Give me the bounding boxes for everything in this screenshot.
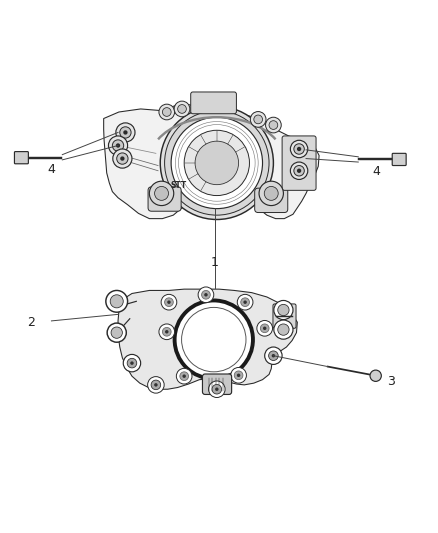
FancyBboxPatch shape	[148, 187, 181, 211]
Text: 4: 4	[373, 165, 381, 178]
FancyBboxPatch shape	[191, 92, 237, 114]
Circle shape	[274, 301, 293, 320]
Circle shape	[154, 383, 158, 386]
Circle shape	[268, 351, 278, 360]
Circle shape	[182, 308, 246, 372]
Circle shape	[148, 377, 164, 393]
FancyBboxPatch shape	[273, 304, 296, 328]
Polygon shape	[104, 104, 319, 219]
Circle shape	[204, 293, 208, 296]
Circle shape	[123, 130, 127, 135]
Circle shape	[174, 101, 190, 117]
Circle shape	[184, 130, 250, 196]
Circle shape	[251, 111, 266, 127]
FancyBboxPatch shape	[202, 374, 232, 394]
Circle shape	[117, 153, 128, 164]
Circle shape	[294, 144, 304, 154]
Circle shape	[162, 327, 171, 336]
Circle shape	[110, 295, 123, 308]
Circle shape	[127, 358, 137, 368]
Circle shape	[290, 140, 308, 158]
Circle shape	[265, 347, 282, 365]
Circle shape	[198, 287, 214, 303]
Circle shape	[290, 162, 308, 180]
Circle shape	[297, 168, 301, 173]
Circle shape	[178, 104, 186, 114]
Circle shape	[113, 140, 124, 151]
Circle shape	[160, 107, 273, 220]
Text: 4: 4	[47, 163, 55, 176]
Circle shape	[265, 117, 281, 133]
Circle shape	[212, 384, 222, 394]
Circle shape	[237, 374, 240, 377]
Circle shape	[259, 181, 283, 206]
Text: 3: 3	[387, 375, 395, 388]
Circle shape	[269, 120, 278, 130]
Circle shape	[106, 290, 127, 312]
Circle shape	[155, 187, 169, 200]
Circle shape	[162, 108, 171, 116]
Circle shape	[159, 324, 175, 340]
Circle shape	[244, 301, 247, 304]
Circle shape	[120, 127, 131, 138]
Circle shape	[201, 290, 210, 299]
Circle shape	[175, 301, 253, 379]
FancyBboxPatch shape	[282, 136, 316, 190]
Circle shape	[272, 354, 275, 358]
Circle shape	[165, 330, 169, 334]
Circle shape	[254, 115, 262, 124]
Circle shape	[113, 149, 132, 168]
Text: STT: STT	[171, 181, 187, 190]
Circle shape	[263, 327, 266, 330]
Circle shape	[264, 187, 278, 200]
Circle shape	[183, 375, 186, 378]
Circle shape	[120, 156, 124, 161]
Circle shape	[274, 320, 293, 339]
Circle shape	[165, 298, 173, 306]
Circle shape	[297, 147, 301, 151]
Circle shape	[370, 370, 381, 382]
Circle shape	[161, 294, 177, 310]
Circle shape	[171, 117, 262, 208]
Circle shape	[151, 380, 161, 390]
Circle shape	[215, 387, 219, 391]
Text: 1: 1	[211, 256, 219, 269]
Circle shape	[116, 123, 135, 142]
Circle shape	[123, 354, 141, 372]
FancyBboxPatch shape	[392, 154, 406, 166]
Circle shape	[231, 367, 247, 383]
Circle shape	[130, 361, 134, 365]
FancyBboxPatch shape	[14, 151, 28, 164]
Circle shape	[167, 301, 171, 304]
Circle shape	[208, 381, 225, 398]
Circle shape	[237, 294, 253, 310]
Circle shape	[195, 141, 239, 184]
Polygon shape	[118, 289, 297, 389]
Circle shape	[278, 304, 289, 316]
Circle shape	[257, 320, 272, 336]
Circle shape	[149, 181, 174, 206]
Circle shape	[180, 372, 188, 381]
Circle shape	[294, 166, 304, 176]
FancyBboxPatch shape	[254, 188, 288, 213]
Circle shape	[278, 324, 289, 335]
Circle shape	[165, 111, 269, 215]
Circle shape	[159, 104, 175, 120]
Circle shape	[111, 327, 122, 338]
Circle shape	[260, 324, 269, 333]
Circle shape	[116, 143, 120, 148]
Circle shape	[234, 371, 243, 379]
Circle shape	[107, 323, 126, 342]
Circle shape	[177, 368, 192, 384]
Circle shape	[241, 298, 250, 306]
Circle shape	[109, 136, 127, 155]
Text: 2: 2	[27, 316, 35, 329]
